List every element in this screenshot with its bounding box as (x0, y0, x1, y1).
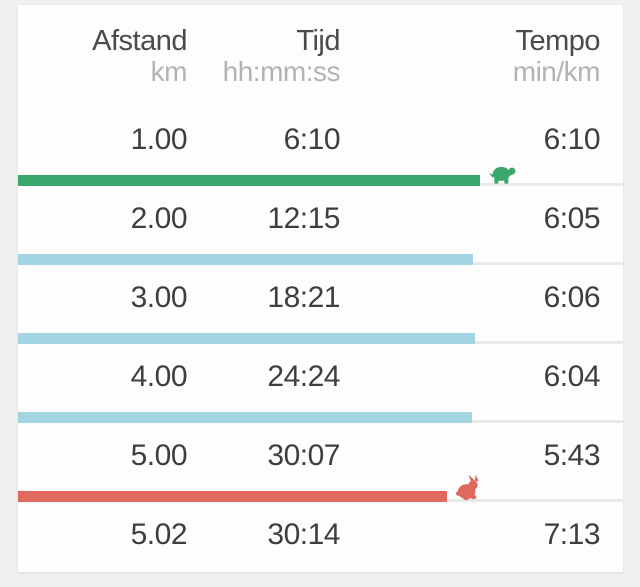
split-time: 30:07 (267, 439, 340, 472)
turtle-icon (489, 163, 517, 184)
table-header: Afstand km Tijd hh:mm:ss Tempo min/km (18, 5, 623, 107)
splits-card: Afstand km Tijd hh:mm:ss Tempo min/km 1.… (18, 5, 623, 572)
split-row: 4.00 24:24 6:04 (18, 344, 623, 423)
split-pace: 6:06 (543, 281, 601, 314)
pace-bar (18, 491, 447, 502)
header-label-tempo: Tempo (515, 25, 600, 57)
split-distance: 5.00 (130, 439, 188, 472)
split-distance: 2.00 (130, 202, 188, 235)
split-pace: 7:13 (543, 518, 601, 551)
header-unit-km: km (150, 56, 188, 87)
split-row: 2.00 12:15 6:05 (18, 186, 623, 265)
split-distance: 1.00 (130, 123, 188, 156)
split-row: 3.00 18:21 6:06 (18, 265, 623, 344)
header-unit-hhmmss: hh:mm:ss (222, 56, 341, 87)
pace-bar (18, 412, 472, 423)
header-unit-minkm: min/km (512, 56, 601, 87)
header-column-tempo: Tempo min/km (340, 25, 601, 87)
rabbit-icon (456, 474, 480, 500)
split-row: 5.02 30:14 7:13 (18, 502, 623, 572)
header-column-afstand: Afstand km (18, 26, 187, 87)
header-column-tijd: Tijd hh:mm:ss (187, 25, 341, 87)
split-distance: 4.00 (130, 360, 188, 393)
pace-bar (18, 254, 473, 265)
split-distance: 5.02 (130, 518, 188, 551)
pace-bar (18, 333, 475, 344)
split-time: 6:10 (283, 123, 341, 156)
header-label-afstand: Afstand (92, 25, 187, 57)
split-time: 18:21 (267, 281, 340, 314)
split-time: 30:14 (267, 518, 340, 551)
split-pace: 6:10 (543, 123, 601, 156)
split-row: 5.00 30:07 5:43 (18, 423, 623, 502)
split-time: 24:24 (267, 360, 340, 393)
split-time: 12:15 (267, 202, 340, 235)
split-distance: 3.00 (130, 281, 188, 314)
pace-bar (18, 175, 480, 186)
split-row: 1.00 6:10 6:10 (18, 107, 623, 186)
header-label-tijd: Tijd (296, 25, 340, 57)
split-pace: 6:05 (543, 202, 601, 235)
split-pace: 6:04 (543, 360, 601, 393)
split-pace: 5:43 (543, 439, 601, 472)
